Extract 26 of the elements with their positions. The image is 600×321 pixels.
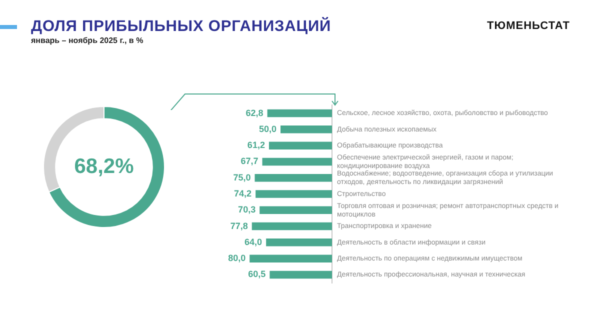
bar xyxy=(260,206,332,214)
text: ТЮМЕНЬСТАТ xyxy=(487,20,570,32)
chart-subtitle: январь – ноябрь 2025 г., в % xyxy=(31,36,144,45)
data-label: 62,8 xyxy=(246,108,264,118)
chart-title: ДОЛЯ ПРИБЫЛЬНЫХ ОРГАНИЗАЦИЙ xyxy=(31,18,332,36)
bar xyxy=(254,174,332,182)
data-label: 74,2 xyxy=(234,188,252,198)
data-label: 70,3 xyxy=(238,204,256,215)
bar xyxy=(250,254,332,262)
data-label: 75,0 xyxy=(233,172,251,182)
data-label: 77,8 xyxy=(230,220,248,231)
bar xyxy=(266,238,332,246)
data-label: 67,7 xyxy=(240,156,258,166)
bar xyxy=(262,158,332,166)
bar xyxy=(252,222,332,230)
bar xyxy=(256,190,332,198)
data-label: 68,2% xyxy=(74,154,134,178)
data-label: 80,0 xyxy=(228,253,246,264)
data-label: 61,2 xyxy=(247,140,265,150)
bar xyxy=(280,126,332,134)
bar xyxy=(267,109,332,118)
bar xyxy=(268,142,332,150)
bar xyxy=(270,270,332,279)
data-label: 50,0 xyxy=(258,124,276,134)
data-label: 64,0 xyxy=(244,236,262,247)
data-label: 60,5 xyxy=(248,269,266,280)
